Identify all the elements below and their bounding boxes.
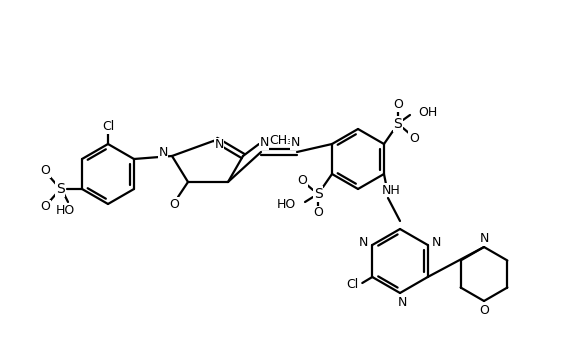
Text: S: S: [314, 187, 323, 201]
Text: O: O: [169, 197, 179, 210]
Text: N: N: [290, 137, 300, 150]
Text: HO: HO: [277, 197, 296, 210]
Text: Cl: Cl: [102, 120, 114, 133]
Text: HO: HO: [55, 203, 75, 216]
Text: N: N: [158, 146, 168, 159]
Text: O: O: [40, 201, 50, 214]
Text: S: S: [393, 117, 403, 131]
Text: S: S: [56, 182, 65, 196]
Text: O: O: [40, 164, 50, 177]
Text: OH: OH: [418, 106, 437, 119]
Text: N: N: [214, 138, 223, 151]
Text: O: O: [393, 99, 403, 112]
Text: N: N: [259, 137, 268, 150]
Text: CH₃: CH₃: [269, 133, 292, 146]
Text: O: O: [409, 132, 419, 145]
Text: O: O: [313, 207, 323, 220]
Text: N: N: [479, 233, 488, 245]
Text: N: N: [397, 295, 407, 308]
Text: N: N: [432, 237, 441, 250]
Text: Cl: Cl: [346, 278, 358, 291]
Text: NH: NH: [382, 183, 400, 196]
Text: O: O: [479, 303, 489, 316]
Text: N: N: [359, 237, 368, 250]
Text: O: O: [297, 174, 307, 187]
